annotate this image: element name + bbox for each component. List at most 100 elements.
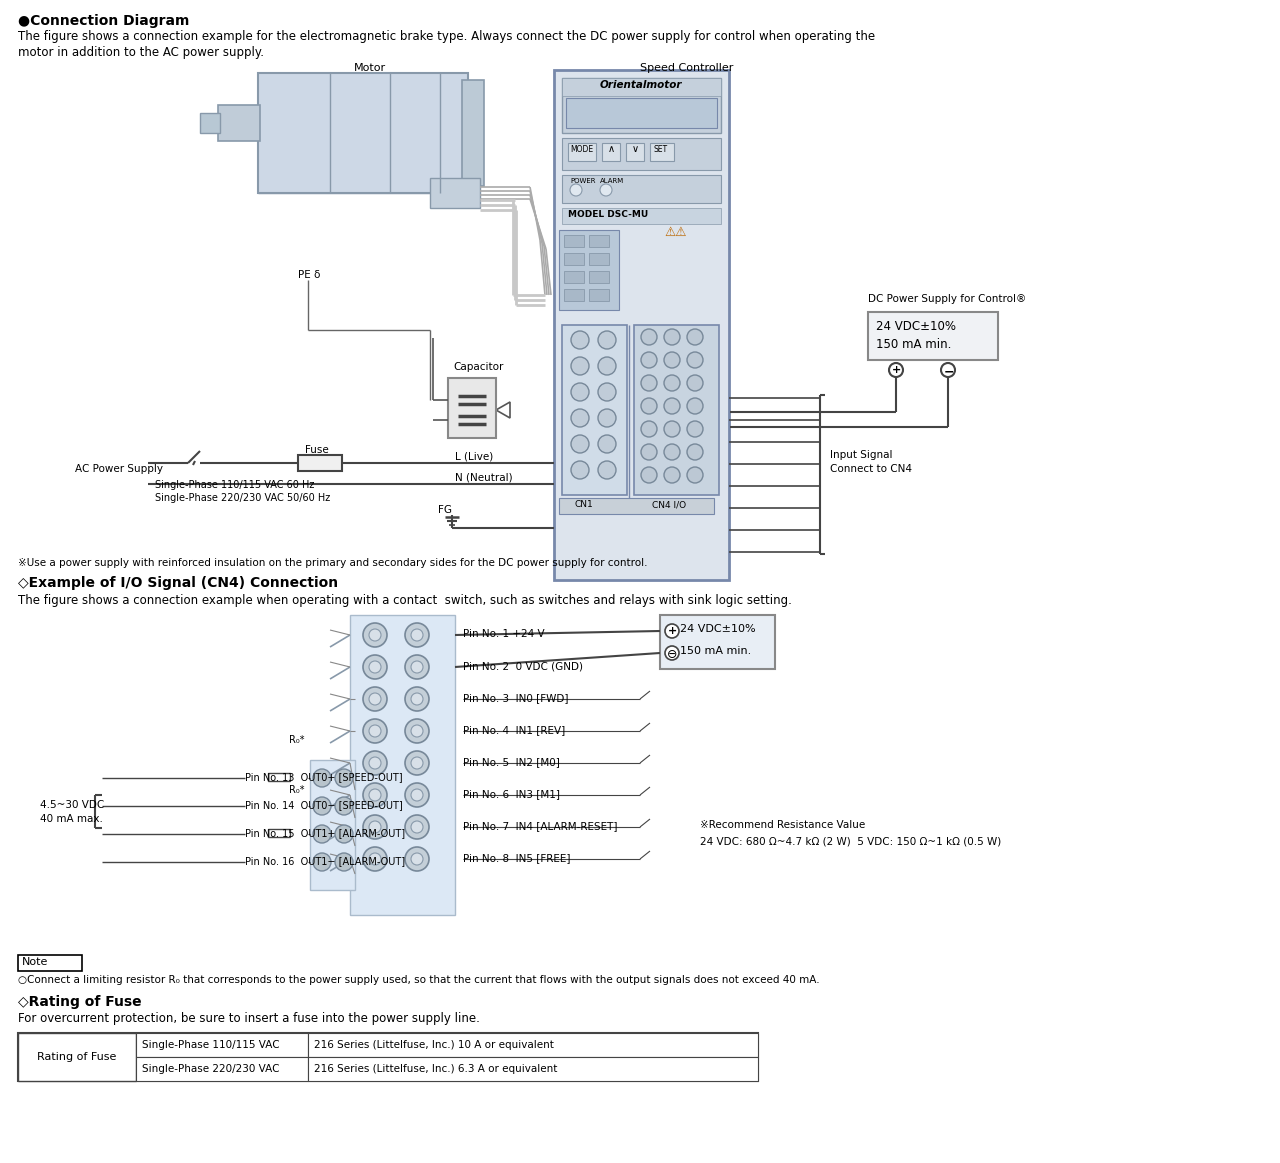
Circle shape xyxy=(687,398,703,414)
Circle shape xyxy=(687,421,703,437)
Text: For overcurrent protection, be sure to insert a fuse into the power supply line.: For overcurrent protection, be sure to i… xyxy=(18,1012,480,1025)
Text: +: + xyxy=(892,365,901,374)
Circle shape xyxy=(641,421,657,437)
FancyBboxPatch shape xyxy=(349,615,454,915)
Circle shape xyxy=(598,383,616,401)
Circle shape xyxy=(411,852,422,865)
Circle shape xyxy=(598,461,616,479)
Circle shape xyxy=(598,435,616,454)
Text: POWER: POWER xyxy=(570,178,595,184)
FancyBboxPatch shape xyxy=(18,955,82,971)
FancyBboxPatch shape xyxy=(18,1033,758,1080)
Text: Note: Note xyxy=(22,957,49,966)
Text: Input Signal: Input Signal xyxy=(829,450,892,461)
Text: Orientalmotor: Orientalmotor xyxy=(600,80,682,90)
Circle shape xyxy=(335,825,353,843)
Text: 24 VDC±10%: 24 VDC±10% xyxy=(876,320,956,333)
Text: ∨: ∨ xyxy=(632,144,639,154)
Text: DC Power Supply for Control®: DC Power Supply for Control® xyxy=(868,294,1027,304)
FancyBboxPatch shape xyxy=(308,1057,758,1080)
Text: 4.5~30 VDC: 4.5~30 VDC xyxy=(40,800,104,809)
Circle shape xyxy=(664,352,680,368)
FancyBboxPatch shape xyxy=(568,143,596,160)
Circle shape xyxy=(411,661,422,673)
Text: 150 mA min.: 150 mA min. xyxy=(680,645,751,656)
FancyBboxPatch shape xyxy=(136,1033,308,1057)
FancyBboxPatch shape xyxy=(298,455,342,471)
Circle shape xyxy=(314,797,332,815)
Text: ∧: ∧ xyxy=(608,144,616,154)
Circle shape xyxy=(664,329,680,345)
Circle shape xyxy=(404,655,429,679)
Circle shape xyxy=(411,725,422,737)
Circle shape xyxy=(364,783,387,807)
Circle shape xyxy=(571,331,589,349)
FancyBboxPatch shape xyxy=(562,138,721,170)
Circle shape xyxy=(364,687,387,711)
Text: The figure shows a connection example when operating with a contact  switch, suc: The figure shows a connection example wh… xyxy=(18,594,792,607)
Text: Speed Controller: Speed Controller xyxy=(640,63,733,73)
Circle shape xyxy=(364,815,387,839)
FancyBboxPatch shape xyxy=(589,271,609,283)
FancyBboxPatch shape xyxy=(259,73,468,193)
Text: Connect to CN4: Connect to CN4 xyxy=(829,464,911,475)
Circle shape xyxy=(641,329,657,345)
FancyBboxPatch shape xyxy=(589,254,609,265)
Text: MODEL DSC-MU: MODEL DSC-MU xyxy=(568,211,648,219)
Text: Single-Phase 110/115 VAC: Single-Phase 110/115 VAC xyxy=(142,1040,279,1050)
FancyBboxPatch shape xyxy=(562,324,627,495)
Text: Pin No. 6  IN3 [M1]: Pin No. 6 IN3 [M1] xyxy=(463,789,561,799)
Circle shape xyxy=(666,645,678,659)
Circle shape xyxy=(664,468,680,483)
Circle shape xyxy=(369,629,381,641)
Circle shape xyxy=(364,847,387,871)
Circle shape xyxy=(364,623,387,647)
Text: Pin No. 5  IN2 [M0]: Pin No. 5 IN2 [M0] xyxy=(463,757,559,768)
Circle shape xyxy=(687,468,703,483)
Circle shape xyxy=(404,783,429,807)
Text: The figure shows a connection example for the electromagnetic brake type. Always: The figure shows a connection example fo… xyxy=(18,30,876,43)
Text: ※Recommend Resistance Value: ※Recommend Resistance Value xyxy=(700,820,865,830)
Text: Capacitor: Capacitor xyxy=(453,362,503,372)
Text: MODE: MODE xyxy=(570,145,593,154)
FancyBboxPatch shape xyxy=(589,288,609,301)
Circle shape xyxy=(641,398,657,414)
Circle shape xyxy=(598,357,616,374)
Circle shape xyxy=(364,719,387,743)
Text: R₀*: R₀* xyxy=(289,785,305,795)
Circle shape xyxy=(641,352,657,368)
Circle shape xyxy=(570,184,582,197)
Circle shape xyxy=(641,444,657,461)
FancyBboxPatch shape xyxy=(650,143,675,160)
Text: L (Live): L (Live) xyxy=(454,451,493,461)
Circle shape xyxy=(314,825,332,843)
Circle shape xyxy=(404,751,429,775)
Circle shape xyxy=(687,374,703,391)
Circle shape xyxy=(404,815,429,839)
FancyBboxPatch shape xyxy=(18,1033,136,1080)
FancyBboxPatch shape xyxy=(562,174,721,204)
Text: Rating of Fuse: Rating of Fuse xyxy=(37,1053,116,1062)
Circle shape xyxy=(369,852,381,865)
Text: ◇Rating of Fuse: ◇Rating of Fuse xyxy=(18,996,142,1009)
Circle shape xyxy=(571,409,589,427)
Circle shape xyxy=(664,444,680,461)
Text: 24 VDC±10%: 24 VDC±10% xyxy=(680,625,755,634)
Circle shape xyxy=(369,821,381,833)
Circle shape xyxy=(411,629,422,641)
Text: Pin No. 2  0 VDC (GND): Pin No. 2 0 VDC (GND) xyxy=(463,661,582,671)
Circle shape xyxy=(411,757,422,769)
FancyBboxPatch shape xyxy=(559,230,620,311)
Text: Single-Phase 220/230 VAC: Single-Phase 220/230 VAC xyxy=(142,1064,279,1073)
FancyBboxPatch shape xyxy=(562,208,721,224)
Text: Pin No. 3  IN0 [FWD]: Pin No. 3 IN0 [FWD] xyxy=(463,693,568,702)
Text: Pin No. 14  OUT0− [SPEED-OUT]: Pin No. 14 OUT0− [SPEED-OUT] xyxy=(244,800,403,809)
FancyBboxPatch shape xyxy=(626,143,644,160)
Text: Pin No. 7  IN4 [ALARM-RESET]: Pin No. 7 IN4 [ALARM-RESET] xyxy=(463,821,617,832)
Text: Fuse: Fuse xyxy=(305,445,329,455)
Circle shape xyxy=(890,363,902,377)
Circle shape xyxy=(664,421,680,437)
Text: Pin No. 16  OUT1− [ALARM-OUT]: Pin No. 16 OUT1− [ALARM-OUT] xyxy=(244,856,406,866)
Circle shape xyxy=(411,821,422,833)
Text: Pin No. 15  OUT1+ [ALARM-OUT]: Pin No. 15 OUT1+ [ALARM-OUT] xyxy=(244,828,406,839)
